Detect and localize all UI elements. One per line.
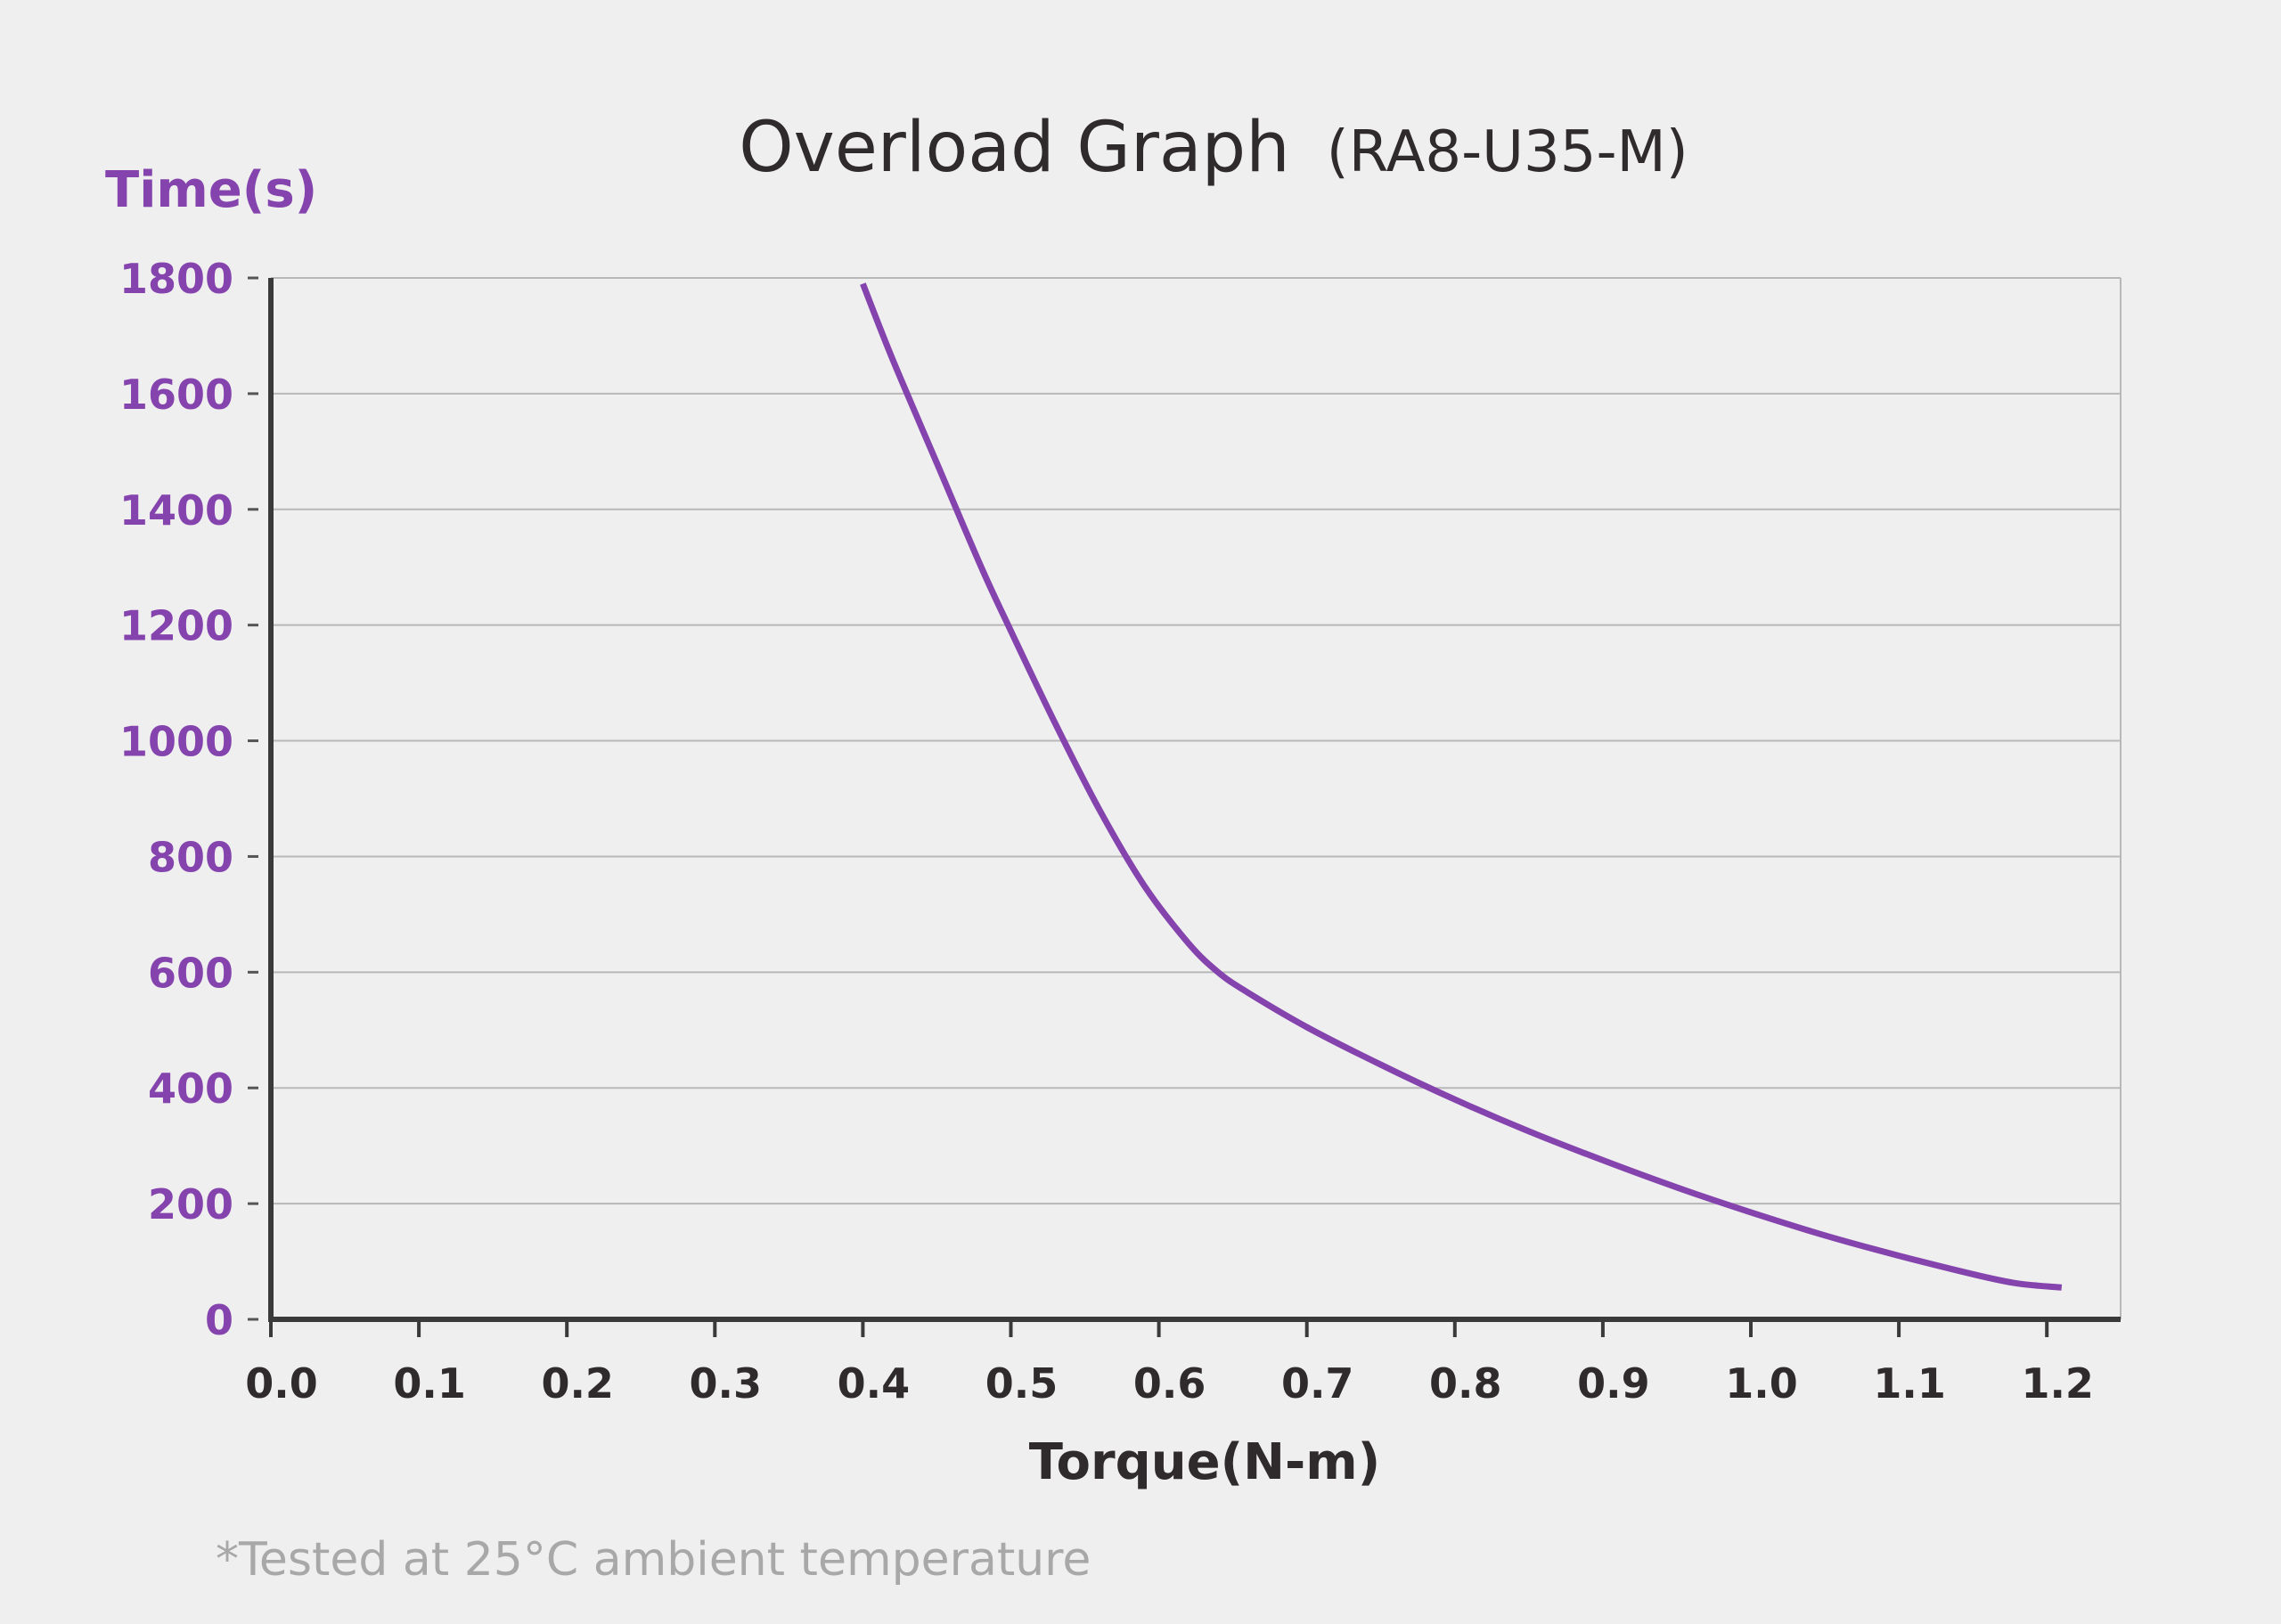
y-tick-label: 1800 bbox=[119, 255, 233, 303]
x-tick-label: 0.3 bbox=[690, 1359, 763, 1408]
x-tick-label: 0.4 bbox=[838, 1359, 911, 1408]
chart-title: Overload Graph (RA8-U35-M) bbox=[739, 108, 1688, 188]
x-tick-label: 1.1 bbox=[1873, 1359, 1946, 1408]
x-tick-label: 0.0 bbox=[245, 1359, 318, 1408]
y-axis-label: Time(s) bbox=[105, 161, 317, 219]
y-tick-label: 1600 bbox=[119, 371, 233, 419]
y-tick-label: 1200 bbox=[119, 602, 233, 650]
x-tick-label: 0.2 bbox=[541, 1359, 614, 1408]
plot-area: 0 200 400 600 800 1000 1200 1400 1600 1800 0.0 0.1 0… bbox=[119, 255, 2122, 1408]
x-tick-label: 0.5 bbox=[985, 1359, 1059, 1408]
x-tick-label: 0.1 bbox=[393, 1359, 466, 1408]
footnote: *Tested at 25°C ambient temperature bbox=[216, 1533, 1091, 1587]
x-tick-label: 0.9 bbox=[1577, 1359, 1650, 1408]
chart-title-main: Overload Graph bbox=[739, 108, 1289, 188]
y-tick-label: 200 bbox=[148, 1180, 233, 1228]
overload-curve bbox=[860, 282, 2063, 1291]
y-tick-label: 0 bbox=[205, 1296, 233, 1344]
y-tick-label: 800 bbox=[148, 833, 233, 881]
x-tick-label: 1.2 bbox=[2021, 1359, 2094, 1408]
x-tick-label: 0.8 bbox=[1429, 1359, 1502, 1408]
x-axis-label: Torque(N-m) bbox=[1029, 1433, 1380, 1491]
x-tick-label: 1.0 bbox=[1725, 1359, 1798, 1408]
y-tick-label: 600 bbox=[148, 949, 233, 997]
chart-title-model: (RA8-U35-M) bbox=[1327, 119, 1688, 185]
y-tick-label: 1000 bbox=[119, 718, 233, 766]
x-tick-label: 0.6 bbox=[1133, 1359, 1206, 1408]
x-tick-label: 0.7 bbox=[1281, 1359, 1354, 1408]
y-tick-label: 1400 bbox=[119, 486, 233, 535]
y-tick-label: 400 bbox=[148, 1065, 233, 1113]
